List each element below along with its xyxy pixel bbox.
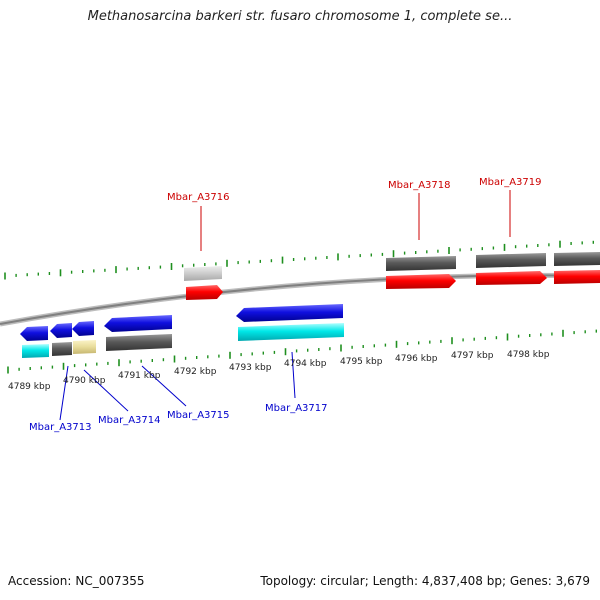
reverse-strand-features <box>20 304 344 358</box>
label-leaders <box>59 190 511 421</box>
genes-value: 3,679 <box>555 574 590 588</box>
forward-cds-arrow[interactable] <box>386 274 456 289</box>
forward-cds-arrow[interactable] <box>186 285 223 300</box>
topology-label: Topology: <box>260 574 317 588</box>
length-label: Length: <box>372 574 419 588</box>
reverse-scale-ticks <box>7 329 597 374</box>
leader-line <box>291 351 296 399</box>
reverse-rna-bar[interactable] <box>238 323 344 341</box>
kbp-tick-label: 4791 kbp <box>118 371 161 381</box>
forward-pseudo-gene[interactable] <box>184 266 222 281</box>
forward-gene-bar[interactable] <box>554 252 600 266</box>
genes-label: Genes: <box>509 574 552 588</box>
kbp-tick-label: 4796 kbp <box>395 354 438 364</box>
forward-cds-arrow[interactable] <box>554 270 600 284</box>
gene-label-reverse[interactable]: Mbar_A3714 <box>98 415 161 426</box>
forward-scale-ticks <box>4 240 594 280</box>
reverse-misc-feature[interactable] <box>73 340 96 354</box>
kbp-tick-label: 4789 kbp <box>8 382 51 392</box>
gene-label-reverse[interactable]: Mbar_A3715 <box>167 410 230 421</box>
gene-label-reverse[interactable]: Mbar_A3717 <box>265 403 328 414</box>
accession-info: Accession: NC_007355 <box>8 574 145 588</box>
reverse-gene-bar[interactable] <box>106 334 172 351</box>
reverse-cds-arrow[interactable] <box>104 315 172 332</box>
genome-summary: Topology: circular; Length: 4,837,408 bp… <box>260 574 590 588</box>
accession-value: NC_007355 <box>75 574 145 588</box>
gene-label-forward[interactable]: Mbar_A3718 <box>388 180 451 191</box>
gene-label-reverse[interactable]: Mbar_A3713 <box>29 422 92 433</box>
leader-line <box>141 365 187 407</box>
kbp-tick-label: 4798 kbp <box>507 350 550 360</box>
map-title: Methanosarcina barkeri str. fusaro chrom… <box>87 9 513 24</box>
leader-line <box>59 365 69 421</box>
reverse-cds-arrow[interactable] <box>72 321 94 336</box>
kbp-tick-label: 4794 kbp <box>284 359 327 369</box>
topology-value: circular <box>320 574 365 588</box>
reverse-cds-arrow[interactable] <box>20 326 48 341</box>
kbp-tick-label: 4797 kbp <box>451 351 494 361</box>
gene-label-forward[interactable]: Mbar_A3719 <box>479 177 542 188</box>
gene-label-forward[interactable]: Mbar_A3716 <box>167 192 230 203</box>
accession-label: Accession: <box>8 574 72 588</box>
forward-cds-arrow[interactable] <box>476 271 547 285</box>
forward-strand-features <box>184 252 600 300</box>
kbp-tick-label: 4795 kbp <box>340 357 383 367</box>
reverse-cds-arrow[interactable] <box>236 304 343 322</box>
kbp-tick-label: 4793 kbp <box>229 363 272 373</box>
length-value: 4,837,408 bp <box>421 574 502 588</box>
kbp-tick-label: 4792 kbp <box>174 367 217 377</box>
reverse-gene-bar[interactable] <box>52 342 72 356</box>
kbp-tick-label: 4790 kbp <box>63 376 106 386</box>
reverse-cds-arrow[interactable] <box>50 323 72 338</box>
forward-gene-bar[interactable] <box>386 256 456 271</box>
leader-line <box>83 369 129 412</box>
forward-gene-bar[interactable] <box>476 253 546 268</box>
reverse-rna-bar[interactable] <box>22 344 49 358</box>
